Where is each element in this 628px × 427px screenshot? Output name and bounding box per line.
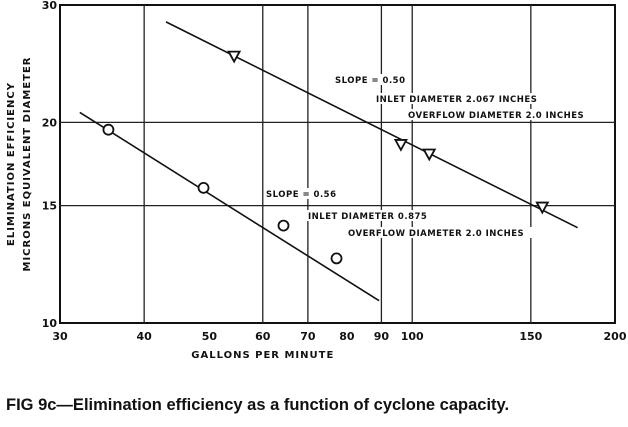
x-tick-label: 60 — [255, 330, 271, 343]
x-tick-label: 30 — [52, 330, 68, 343]
fit-line — [165, 21, 578, 229]
x-tick-label: 70 — [300, 330, 316, 343]
annotation-bg — [264, 188, 341, 199]
chart: 30 40 50 60 70 80 90 100 150 200 10 15 20 30 GALLONS P… — [6, 0, 627, 361]
x-tick-label: 200 — [604, 330, 627, 343]
annotation-bg — [306, 210, 441, 221]
y-tick-label: 10 — [42, 317, 58, 330]
annotation-bg — [333, 74, 410, 85]
data-point-triangle — [422, 148, 437, 162]
y-tick-label: 15 — [42, 200, 57, 213]
figure-caption: FIG 9c—Elimination efficiency as a funct… — [6, 396, 510, 414]
y-axis-label-line2: MICRONS EQUIVALENT DIAMETER — [22, 56, 33, 271]
y-tick-label: 20 — [42, 116, 58, 129]
annotation-text: INLET DIAMETER 2.067 INCHES — [376, 95, 537, 105]
annotation-text: SLOPE = 0.50 — [335, 76, 406, 86]
y-tick-label: 30 — [42, 0, 58, 12]
x-tick-label: 40 — [137, 330, 153, 343]
data-point-triangle — [535, 201, 550, 215]
annotation-text: OVERFLOW DIAMETER 2.0 INCHES — [408, 111, 584, 121]
plot-frame — [59, 4, 616, 324]
annotation-bg — [406, 109, 592, 120]
data-point-circle — [277, 219, 290, 232]
fit-line — [79, 111, 380, 302]
annotation-text: SLOPE = 0.56 — [266, 190, 337, 200]
x-tick-label: 90 — [374, 330, 390, 343]
data-point-triangle — [393, 139, 408, 152]
x-tick-label: 150 — [519, 330, 542, 343]
y-axis-label-line1: ELIMINATION EFFICIENCY — [6, 82, 17, 246]
data-point-triangle — [227, 50, 242, 64]
data-point-circle — [197, 181, 210, 194]
annotation-text: OVERFLOW DIAMETER 2.0 INCHES — [348, 229, 524, 239]
data-point-circle — [102, 123, 115, 136]
x-tick-label: 50 — [202, 330, 218, 343]
x-tick-label: 100 — [401, 330, 424, 343]
x-axis-label: GALLONS PER MINUTE — [191, 350, 334, 361]
annotation-bg — [374, 93, 560, 104]
annotation-text: INLET DIAMETER 0.875 — [308, 212, 427, 222]
data-point-circle — [330, 252, 343, 265]
x-tick-label: 80 — [339, 330, 355, 343]
annotation-bg — [346, 227, 532, 238]
